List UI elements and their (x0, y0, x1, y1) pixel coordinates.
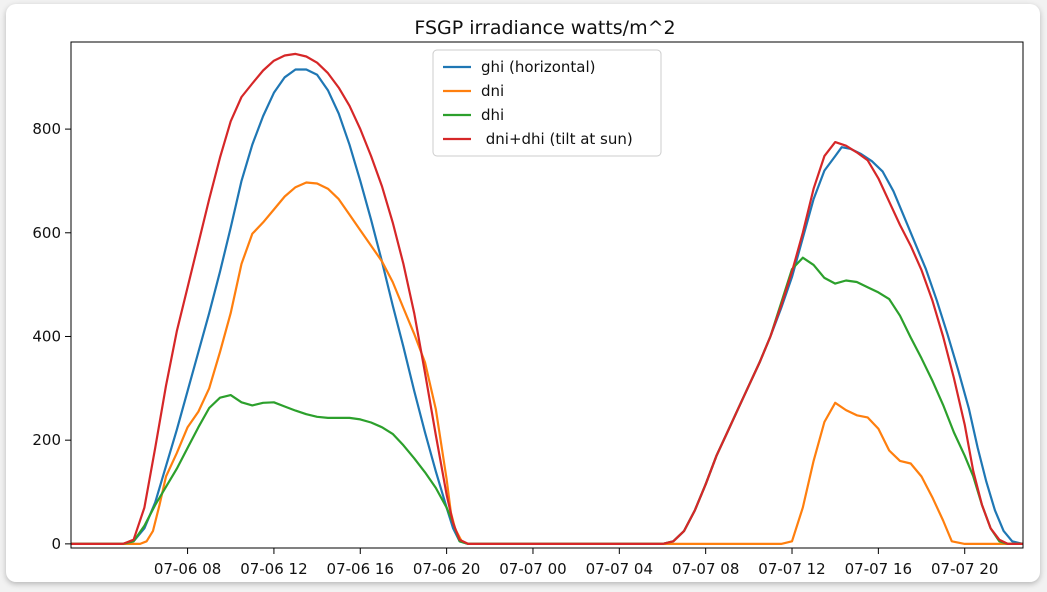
legend-label: dhi (481, 106, 504, 124)
series-line-2 (71, 256, 1023, 545)
y-tick-label: 400 (32, 327, 61, 345)
chart-title: FSGP irradiance watts/m^2 (414, 17, 675, 39)
x-tick-label: 07-07 12 (758, 560, 825, 578)
x-tick-label: 07-07 00 (499, 560, 566, 578)
x-tick-label: 07-07 08 (672, 560, 739, 578)
y-axis: 0 200 400 600 800 (32, 120, 71, 553)
irradiance-line-chart: FSGP irradiance watts/m^2 07-06 08 07-06 … (32, 17, 1024, 578)
x-tick-label: 07-06 12 (240, 560, 307, 578)
chart-card: FSGP irradiance watts/m^2 07-06 08 07-06 … (6, 4, 1040, 582)
series-line-3 (71, 52, 1023, 545)
x-tick-label: 07-07 20 (931, 560, 998, 578)
legend-box (432, 49, 662, 157)
y-tick-label: 0 (51, 535, 61, 553)
y-tick-label: 200 (32, 431, 61, 449)
legend-label: dni (481, 82, 504, 100)
series-line-1 (71, 181, 1023, 545)
y-tick-label: 600 (32, 224, 61, 242)
x-tick-label: 07-06 08 (154, 560, 221, 578)
legend-label: ghi (horizontal) (481, 58, 596, 76)
plot-lines (71, 52, 1024, 545)
plot-frame (70, 41, 1024, 549)
x-tick-label: 07-06 20 (413, 560, 480, 578)
x-tick-label: 07-06 16 (327, 560, 394, 578)
x-axis: 07-06 08 07-06 12 07-06 16 07-06 20 07-07 00… (154, 548, 998, 578)
x-tick-label: 07-07 16 (845, 560, 912, 578)
legend: ghi (horizontal) dni dhi dni+dhi (tilt at … (432, 49, 662, 157)
legend-label: dni+dhi (tilt at sun) (481, 130, 633, 148)
y-tick-label: 800 (32, 120, 61, 138)
x-tick-label: 07-07 04 (586, 560, 653, 578)
